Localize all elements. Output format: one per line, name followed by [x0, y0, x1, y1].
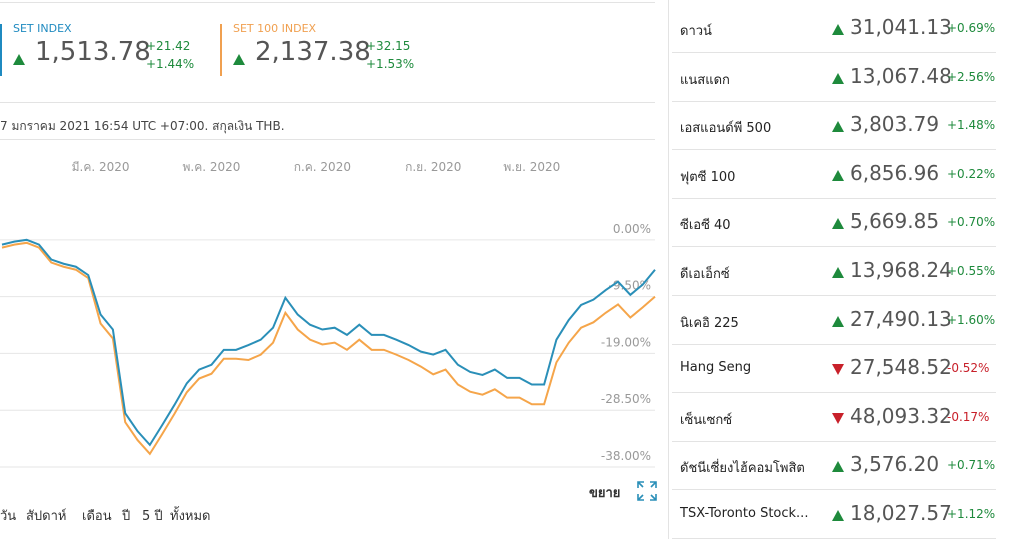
market-name[interactable]: นิเคอิ 225 [680, 315, 739, 331]
market-change: +1.60% [947, 312, 996, 327]
up-arrow [832, 267, 844, 278]
market-value: 13,067.48 [850, 63, 952, 88]
expand-button[interactable]: ขยาย [589, 486, 621, 501]
market-name[interactable]: ดาวน์ [680, 24, 712, 39]
up-arrow [832, 218, 844, 230]
market-name[interactable]: เอสแอนด์พี 500 [680, 121, 772, 137]
range-button[interactable]: 5 ปี [142, 509, 163, 524]
market-name[interactable]: ซีเอซี 40 [680, 218, 731, 234]
market-row-border [672, 295, 996, 296]
index-change-pct: +1.53% [366, 57, 415, 71]
index-value: 1,513.78 [35, 37, 151, 67]
y-tick-label: 0.00% [613, 222, 651, 236]
market-row-border [672, 197, 996, 199]
market-value: 31,041.13 [850, 15, 952, 39]
up-arrow [832, 121, 844, 133]
market-name[interactable]: แนสแดก [680, 72, 730, 88]
market-row-border [672, 246, 996, 248]
up-arrow [832, 24, 844, 35]
down-arrow [832, 412, 844, 424]
index-name: SET 100 INDEX [233, 22, 317, 35]
range-button[interactable]: วัน [0, 509, 17, 524]
card-border [220, 24, 222, 76]
market-name[interactable]: ดัชนีเซี่ยงไฮ้คอมโพสิต [680, 461, 805, 477]
market-change: -0.17% [947, 409, 990, 424]
up-arrow [832, 169, 844, 181]
y-tick-label: -9.50% [609, 279, 651, 293]
index-value: 2,137.38 [255, 37, 371, 67]
up-arrow [832, 72, 844, 84]
market-name[interactable]: เซ็นเซกซ์ [680, 412, 733, 428]
divider [0, 139, 655, 140]
market-row-border [672, 52, 996, 53]
up-arrow [832, 510, 844, 521]
market-value: 27,548.52 [850, 355, 952, 380]
card-border [0, 24, 2, 76]
up-arrow [832, 461, 844, 473]
series-line [1, 238, 656, 447]
market-name[interactable]: Hang Seng [680, 360, 752, 376]
range-button[interactable]: สัปดาห์ [26, 509, 67, 524]
market-change: +0.71% [947, 458, 996, 473]
down-arrow [832, 364, 844, 376]
market-row-border [672, 489, 996, 491]
market-name[interactable]: ดีเอเอ็กซ์ [680, 267, 730, 282]
market-change: +2.56% [947, 69, 996, 84]
divider [668, 0, 669, 539]
market-row-border [672, 100, 996, 102]
market-name[interactable]: TSX-Toronto Stock... [680, 506, 809, 521]
index-change: +32.15 [366, 39, 411, 53]
market-change: +0.22% [947, 166, 996, 181]
y-tick-label: -38.00% [601, 449, 651, 463]
market-change: -0.52% [947, 361, 990, 376]
market-value: 3,576.20 [850, 452, 940, 477]
range-button[interactable]: ปี [122, 509, 131, 524]
y-tick-label: -28.50% [601, 392, 651, 406]
range-button[interactable]: เดือน [82, 509, 112, 524]
market-row-border [672, 343, 996, 345]
market-name[interactable]: ฟุตซี 100 [680, 169, 736, 185]
market-change: +1.12% [947, 507, 996, 521]
series-line [1, 241, 656, 456]
market-value: 6,856.96 [850, 160, 940, 185]
market-change: +0.69% [947, 21, 996, 35]
market-value: 3,803.79 [850, 112, 940, 137]
market-value: 5,669.85 [850, 209, 940, 234]
market-row-border [672, 149, 996, 151]
up-arrow [233, 54, 245, 65]
x-tick-label: ก.ค. 2020 [294, 160, 351, 174]
range-button[interactable]: ทั้งหมด [170, 509, 211, 524]
x-tick-label: มี.ค. 2020 [72, 160, 130, 174]
market-change: +0.55% [947, 264, 996, 278]
divider [0, 102, 655, 103]
up-arrow [832, 315, 844, 327]
index-change: +21.42 [146, 39, 191, 53]
expand-icon[interactable] [637, 481, 657, 501]
chart: 0.00% -9.50% -19.00% -28.50% -38.00% มี.ค. 20… [0, 160, 656, 468]
y-tick-label: -19.00% [601, 335, 651, 349]
x-tick-label: พ.ค. 2020 [182, 160, 240, 174]
market-value: 27,490.13 [850, 306, 952, 331]
timestamp: 7 มกราคม 2021 16:54 UTC +07:00. สกุลเงิน… [0, 119, 285, 133]
index-name: SET INDEX [13, 22, 72, 35]
market-value: 18,027.57 [850, 501, 952, 525]
market-change: +1.48% [947, 118, 996, 133]
market-row-border [672, 392, 996, 394]
x-tick-label: พ.ย. 2020 [503, 160, 560, 174]
market-value: 48,093.32 [850, 403, 952, 428]
divider [0, 2, 655, 3]
up-arrow [13, 54, 25, 65]
x-tick-label: ก.ย. 2020 [405, 160, 461, 174]
market-change: +0.70% [947, 215, 996, 230]
index-change-pct: +1.44% [146, 57, 195, 71]
market-row-border [672, 440, 996, 442]
market-value: 13,968.24 [850, 258, 952, 282]
